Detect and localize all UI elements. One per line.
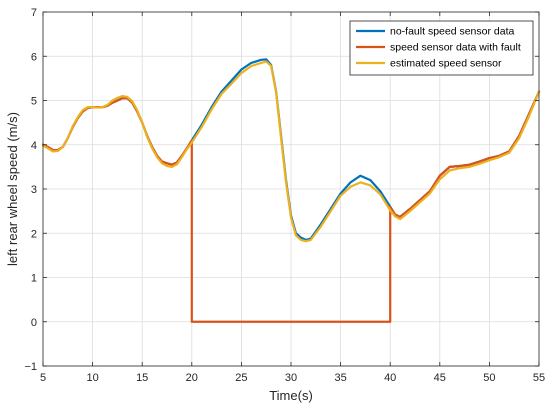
x-tick-label: 15 — [136, 372, 148, 384]
y-tick-label: 3 — [31, 184, 37, 196]
series-lines — [41, 58, 541, 323]
y-tick-label: 5 — [31, 96, 37, 108]
x-axis-label: Time(s) — [269, 388, 313, 403]
y-tick-label: 0 — [31, 317, 37, 329]
y-axis-ticks: −1 0 1 2 3 4 5 6 7 — [24, 7, 539, 373]
legend-label-3: estimated speed sensor — [390, 58, 502, 70]
legend-label-2: speed sensor data with fault — [390, 42, 521, 54]
x-tick-label: 55 — [533, 372, 545, 384]
y-tick-label: 2 — [31, 228, 37, 240]
x-tick-label: 30 — [285, 372, 297, 384]
x-tick-label: 10 — [86, 372, 98, 384]
x-tick-label: 45 — [434, 372, 446, 384]
x-tick-label: 20 — [186, 372, 198, 384]
y-tick-label: 4 — [31, 140, 37, 152]
y-tick-label: −1 — [24, 361, 37, 373]
y-tick-label: 7 — [31, 7, 37, 19]
x-tick-label: 25 — [235, 372, 247, 384]
y-tick-label: 1 — [31, 273, 37, 285]
legend-label-1: no-fault speed sensor data — [390, 26, 514, 38]
legend: no-fault speed sensor data speed sensor d… — [349, 20, 534, 76]
series-line-3 — [41, 60, 541, 243]
x-axis-ticks: 5 10 15 20 25 30 35 40 45 50 55 — [40, 12, 545, 384]
x-tick-label: 35 — [334, 372, 346, 384]
x-tick-label: 40 — [384, 372, 396, 384]
x-tick-label: 50 — [483, 372, 495, 384]
y-tick-label: 6 — [31, 51, 37, 63]
x-tick-label: 5 — [40, 372, 46, 384]
y-axis-label: left rear wheel speed (m/s) — [5, 112, 20, 266]
